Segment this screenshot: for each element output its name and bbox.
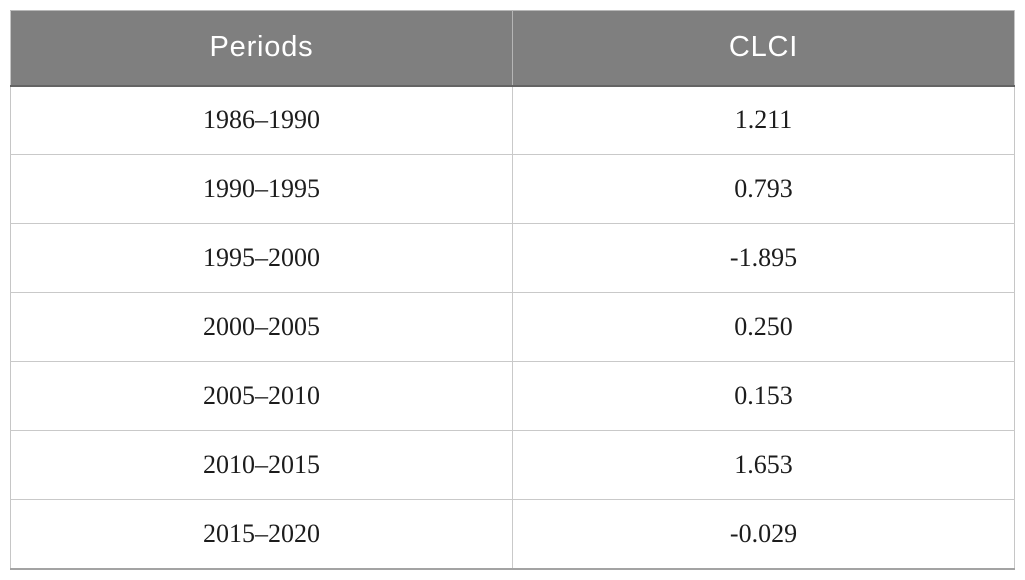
header-row: Periods CLCI: [10, 10, 1015, 87]
table-row: 2000–2005 0.250: [10, 292, 1015, 362]
clci-cell: 0.153: [512, 361, 1015, 431]
table-row: 2015–2020 -0.029: [10, 499, 1015, 569]
table-row: 1986–1990 1.211: [10, 85, 1015, 155]
table-row: 1995–2000 -1.895: [10, 223, 1015, 293]
clci-cell: -1.895: [512, 223, 1015, 293]
table-row: 2005–2010 0.153: [10, 361, 1015, 431]
period-cell: 2010–2015: [10, 430, 513, 500]
clci-cell: 0.250: [512, 292, 1015, 362]
table-row: 2010–2015 1.653: [10, 430, 1015, 500]
clci-table-container: Periods CLCI 1986–1990 1.211 1990–1995 0…: [10, 10, 1015, 570]
table-row: 1990–1995 0.793: [10, 154, 1015, 224]
column-header-periods: Periods: [10, 10, 513, 87]
period-cell: 1995–2000: [10, 223, 513, 293]
clci-cell: 0.793: [512, 154, 1015, 224]
column-header-clci: CLCI: [512, 10, 1015, 87]
clci-cell: 1.211: [512, 85, 1015, 155]
clci-cell: 1.653: [512, 430, 1015, 500]
period-cell: 2000–2005: [10, 292, 513, 362]
period-cell: 1986–1990: [10, 85, 513, 155]
period-cell: 2005–2010: [10, 361, 513, 431]
table-body: 1986–1990 1.211 1990–1995 0.793 1995–200…: [10, 85, 1015, 569]
clci-table: Periods CLCI 1986–1990 1.211 1990–1995 0…: [10, 10, 1015, 570]
clci-cell: -0.029: [512, 499, 1015, 569]
period-cell: 2015–2020: [10, 499, 513, 569]
table-header: Periods CLCI: [10, 10, 1015, 87]
period-cell: 1990–1995: [10, 154, 513, 224]
